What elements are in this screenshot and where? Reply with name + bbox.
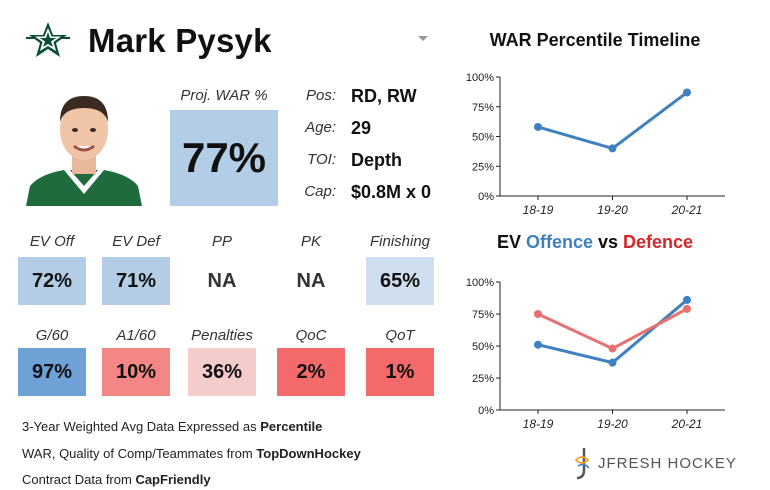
- chart-2-series-2-point: [683, 304, 691, 313]
- chart-2-series-2-point: [534, 310, 542, 318]
- chart-1-title: WAR Percentile Timeline: [489, 30, 701, 50]
- chart-1-series-line-1: [537, 91, 688, 150]
- a160-label: A1/60: [116, 327, 156, 344]
- pk-label: PK: [300, 233, 321, 250]
- toi-value: Depth: [351, 150, 402, 170]
- chart-2-title-part-2: Offence: [525, 232, 593, 252]
- penalties-label: Penalties: [191, 327, 253, 344]
- footer-line-3-text: Contract Data from: [22, 472, 136, 487]
- chart-2-y-tick-label: 100%: [466, 277, 494, 289]
- chart-2-x-tick-label: 20-21: [671, 417, 703, 431]
- chart-2-series-line-1: [537, 298, 688, 365]
- a160-value: 10%: [102, 348, 170, 396]
- pp-label: PP: [211, 233, 232, 250]
- g60-value: 97%: [18, 348, 86, 396]
- player-photo: [20, 82, 148, 206]
- ev-def-label: EV Def: [112, 233, 160, 250]
- footer-line-1: 3-Year Weighted Avg Data Expressed as Pe…: [22, 419, 322, 434]
- qoc-value: 2%: [277, 348, 345, 396]
- footer-line-2-bold: TopDownHockey: [256, 446, 361, 461]
- qoc-label: QoC: [295, 327, 327, 344]
- toi-label: TOI:: [307, 151, 336, 168]
- chart-2-x-tick-label: 18-19: [523, 417, 554, 431]
- chart-2-y-tick-label: 25%: [472, 373, 494, 385]
- age-label: Age:: [305, 119, 336, 136]
- qot-value: 1%: [366, 348, 434, 396]
- chart-2-y-tick-label: 0%: [478, 405, 494, 417]
- finishing-value: 65%: [366, 257, 434, 305]
- chart-2-series-1-point: [683, 295, 691, 304]
- chart-2-series-line-2: [537, 307, 688, 351]
- g60-label: G/60: [35, 327, 69, 344]
- chart-2-x-tick-label: 19-20: [597, 417, 628, 431]
- player-name: Mark Pysyk: [88, 22, 272, 59]
- chart-2-y-tick-label: 75%: [472, 309, 494, 321]
- team-logo-icon: [26, 22, 70, 57]
- footer-line-1-bold: Percentile: [260, 419, 323, 434]
- qot-label: QoT: [385, 327, 415, 344]
- footer-line-3-bold: CapFriendly: [135, 472, 211, 487]
- position-value: RD, RW: [351, 86, 417, 106]
- ev-off-value: 72%: [18, 257, 86, 305]
- jfresh-logo-icon: [574, 448, 590, 480]
- chart-2-title-part-3: vs: [592, 232, 624, 252]
- chart-2-title: EV Offence vs Defence: [470, 232, 720, 253]
- position-label: Pos:: [305, 87, 336, 104]
- pk-value: NA: [277, 257, 345, 305]
- chart-2-series-1-point: [534, 340, 542, 349]
- chart-2-title-part-4: Defence: [623, 232, 694, 252]
- chart-1-x-tick-label: 18-19: [523, 203, 554, 217]
- ev-def-value: 71%: [102, 257, 170, 305]
- footer-line-1-text: 3-Year Weighted Avg Data Expressed as: [22, 419, 261, 434]
- cap-label: Cap:: [304, 183, 336, 200]
- chart-1-y-tick-label: 0%: [478, 191, 494, 203]
- war-timeline-chart: 0% 25% 50% 75% 100% 18-19 19-20 20-21: [466, 72, 725, 217]
- chart-2-series-2-point: [608, 344, 617, 353]
- ev-offence-defence-chart: 0% 25% 50% 75% 100% 18-19 19-20 20-21: [466, 277, 725, 431]
- chart-1-y-tick-label: 100%: [466, 72, 494, 84]
- chart-1-series-1-point: [534, 122, 542, 131]
- chart-1-series-1-point: [683, 88, 691, 97]
- chart-1-x-tick-label: 19-20: [597, 203, 628, 217]
- age-value: 29: [351, 118, 372, 138]
- chart-1-x-tick-label: 20-21: [671, 203, 703, 217]
- ev-off-label: EV Off: [29, 233, 75, 250]
- cap-value: $0.8M x 0: [351, 182, 432, 202]
- footer-line-3: Contract Data from CapFriendly: [22, 472, 211, 487]
- footer-line-2: WAR, Quality of Comp/Teammates from TopD…: [22, 446, 361, 461]
- player-dropdown-chevron-icon[interactable]: [418, 36, 428, 41]
- pp-value: NA: [188, 257, 256, 305]
- chart-1-y-tick-label: 25%: [472, 161, 494, 173]
- brand-text: JFRESH HOCKEY: [598, 455, 737, 472]
- finishing-label: Finishing: [369, 233, 431, 250]
- proj-war-value: 77%: [170, 110, 278, 206]
- penalties-value: 36%: [188, 348, 256, 396]
- chart-2-y-tick-label: 50%: [472, 341, 494, 353]
- footer-line-2-text: WAR, Quality of Comp/Teammates from: [22, 446, 257, 461]
- chart-1-y-tick-label: 50%: [472, 132, 494, 144]
- proj-war-label: Proj. WAR %: [180, 87, 268, 104]
- chart-1-y-tick-label: 75%: [472, 102, 494, 114]
- chart-1-series-1-point: [608, 144, 617, 153]
- chart-2-series-1-point: [608, 358, 617, 367]
- chart-2-title-part-1: EV: [496, 232, 526, 252]
